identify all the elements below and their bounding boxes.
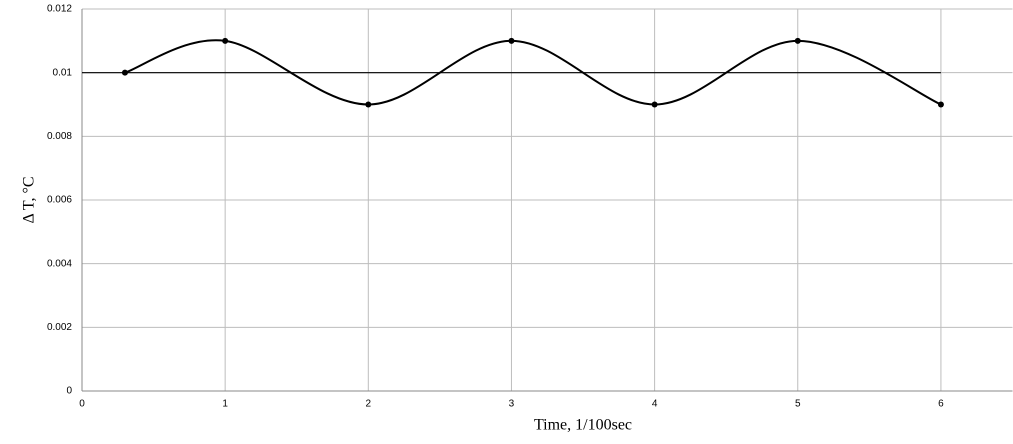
x-axis-title: Time, 1/100sec xyxy=(534,417,632,434)
y-tick-label: 0.004 xyxy=(47,258,72,269)
x-tick-label: 1 xyxy=(222,399,228,410)
x-tick-label: 4 xyxy=(652,399,658,410)
data-point xyxy=(365,101,372,108)
x-tick-label: 5 xyxy=(795,399,801,410)
y-tick-label: 0 xyxy=(66,386,72,397)
x-tick-label: 0 xyxy=(79,399,85,410)
x-tick-label: 3 xyxy=(509,399,515,410)
data-point xyxy=(937,101,944,108)
data-point xyxy=(222,37,229,44)
data-point xyxy=(508,37,515,44)
data-point xyxy=(794,37,801,44)
y-tick-label: 0.008 xyxy=(47,131,72,142)
y-axis-title: Δ T, °C xyxy=(21,176,38,223)
data-point xyxy=(651,101,658,108)
y-tick-label: 0.006 xyxy=(47,195,72,206)
y-tick-label: 0.01 xyxy=(53,67,73,78)
y-tick-label: 0.002 xyxy=(47,322,72,333)
y-tick-label: 0.012 xyxy=(47,4,72,15)
x-tick-label: 2 xyxy=(366,399,372,410)
x-tick-label: 6 xyxy=(938,399,944,410)
